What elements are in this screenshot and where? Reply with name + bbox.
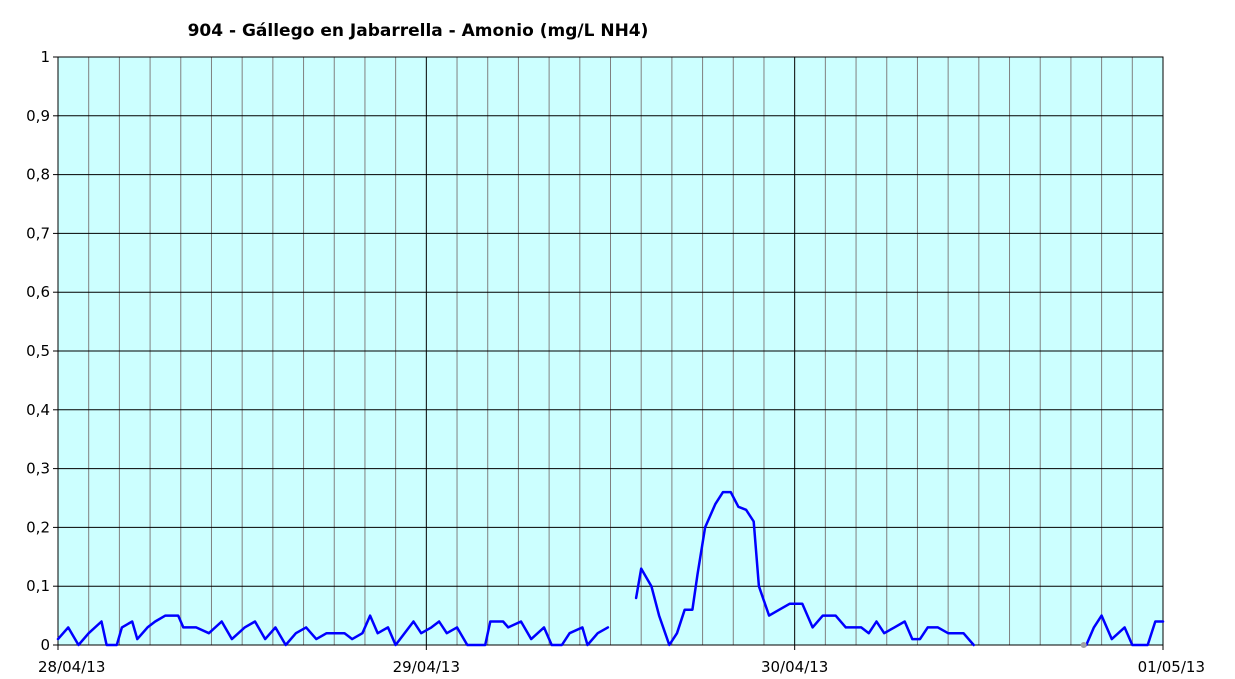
data-point-marker [1080, 642, 1087, 648]
y-tick-label: 0,3 [26, 460, 50, 478]
chart-title: 904 - Gállego en Jabarrella - Amonio (mg… [188, 21, 649, 41]
y-tick-label: 0,5 [26, 342, 50, 360]
y-tick-label: 0,2 [26, 518, 50, 536]
y-tick-label: 0,7 [26, 224, 50, 242]
y-tick-label: 0,6 [26, 283, 50, 301]
x-tick-label: 30/04/13 [761, 658, 828, 676]
series-line [56, 614, 610, 647]
y-tick-label: 0,8 [26, 166, 50, 184]
y-axis-tick-labels: 0 0,1 0,2 0,3 0,4 0,5 0,6 0,7 0,8 0,9 1 [26, 48, 58, 654]
x-tick-label: 28/04/13 [38, 658, 105, 676]
x-axis-tick-labels: 28/04/13 29/04/13 30/04/13 01/05/13 [38, 645, 1205, 676]
major-grid [58, 57, 1163, 645]
markers [1080, 642, 1087, 648]
y-tick-label: 0,9 [26, 107, 50, 125]
y-tick-label: 0 [40, 636, 50, 654]
series-line [634, 490, 975, 647]
x-tick-label: 01/05/13 [1138, 658, 1205, 676]
y-tick-label: 1 [40, 48, 50, 66]
x-tick-label: 29/04/13 [393, 658, 460, 676]
series-line [1085, 614, 1165, 647]
y-tick-label: 0,4 [26, 401, 50, 419]
y-tick-label: 0,1 [26, 577, 50, 595]
data-series [56, 490, 1165, 647]
